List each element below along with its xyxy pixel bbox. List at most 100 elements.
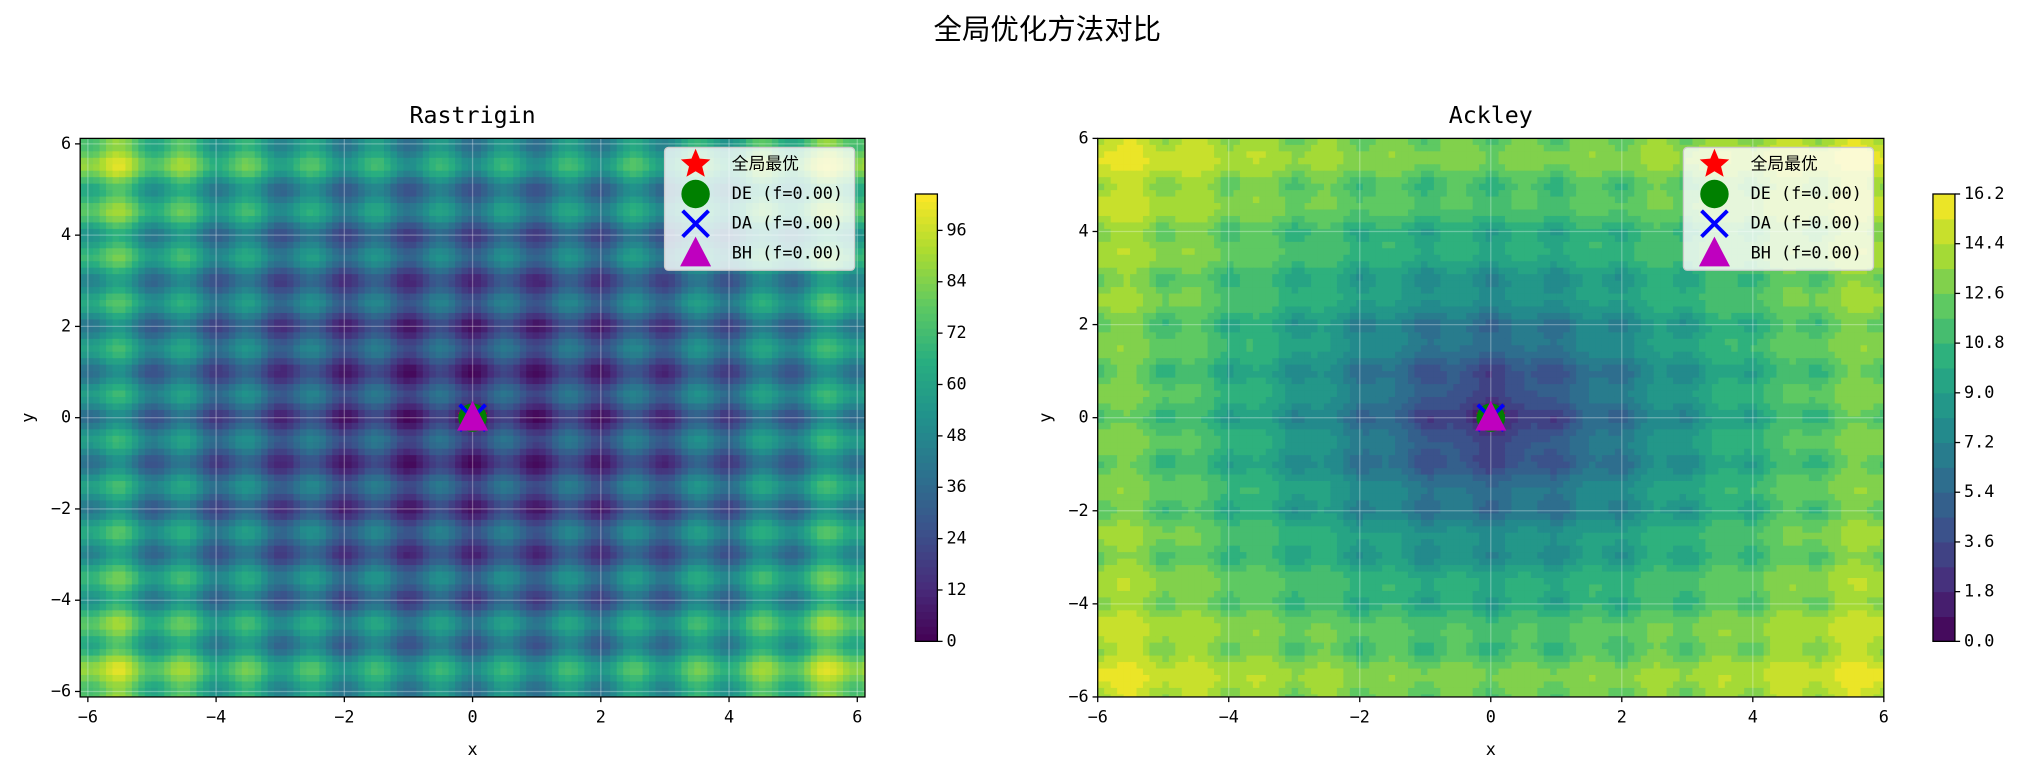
contour-cell (500, 158, 507, 165)
contour-cell (190, 248, 197, 255)
contour-cell (332, 274, 339, 281)
contour-cell (403, 378, 410, 385)
contour-cell (455, 345, 462, 352)
contour-cell (688, 274, 695, 281)
contour-cell (526, 365, 533, 372)
contour-cell (837, 391, 844, 398)
contour-cell (125, 306, 132, 313)
contour-cell (500, 164, 507, 171)
contour-cell (681, 384, 688, 391)
contour-cell (242, 261, 249, 268)
contour-cell (125, 378, 132, 385)
contour-cell (513, 235, 520, 242)
contour-cell (164, 216, 171, 223)
contour-cell (798, 384, 805, 391)
contour-cell (668, 371, 675, 378)
contour-cell (365, 306, 372, 313)
contour-cell (436, 184, 443, 191)
contour-cell (235, 190, 242, 197)
contour-cell (209, 197, 216, 204)
contour-cell (824, 378, 831, 385)
contour-cell (559, 352, 566, 359)
contour-cell (468, 294, 475, 301)
contour-cell (513, 171, 520, 178)
contour-cell (410, 358, 417, 365)
contour-cell (138, 352, 145, 359)
contour-cell (306, 158, 313, 165)
contour-cell (462, 184, 469, 191)
contour-cell (261, 294, 268, 301)
contour-cell (546, 151, 553, 158)
contour-cell (636, 378, 643, 385)
contour-cell (352, 319, 359, 326)
contour-cell (248, 332, 255, 339)
contour-cell (494, 345, 501, 352)
contour-cell (765, 371, 772, 378)
contour-cell (778, 358, 785, 365)
contour-cell (701, 371, 708, 378)
contour-cell (138, 391, 145, 398)
contour-cell (248, 197, 255, 204)
contour-cell (125, 268, 132, 275)
contour-cell (449, 313, 456, 320)
contour-cell (720, 384, 727, 391)
contour-cell (138, 216, 145, 223)
contour-cell (707, 371, 714, 378)
contour-cell (106, 210, 113, 217)
contour-cell (785, 365, 792, 372)
contour-cell (242, 391, 249, 398)
contour-cell (565, 384, 572, 391)
contour-cell (158, 203, 165, 210)
contour-cell (824, 306, 831, 313)
contour-cell (578, 261, 585, 268)
contour-cell (371, 294, 378, 301)
contour-cell (112, 378, 119, 385)
contour-cell (248, 164, 255, 171)
contour-cell (500, 371, 507, 378)
contour-cell (565, 332, 572, 339)
contour-cell (656, 158, 663, 165)
contour-cell (125, 177, 132, 184)
contour-cell (209, 235, 216, 242)
contour-cell (358, 294, 365, 301)
contour-cell (759, 345, 766, 352)
contour-cell (138, 171, 145, 178)
contour-cell (526, 151, 533, 158)
contour-cell (449, 216, 456, 223)
contour-cell (190, 190, 197, 197)
contour-cell (274, 235, 281, 242)
contour-cell (229, 255, 236, 262)
contour-cell (552, 384, 559, 391)
contour-cell (817, 294, 824, 301)
contour-cell (843, 365, 850, 372)
contour-cell (80, 216, 87, 223)
contour-cell (533, 203, 540, 210)
contour-cell (197, 216, 204, 223)
contour-cell (319, 365, 326, 372)
contour-cell (798, 365, 805, 372)
contour-cell (636, 184, 643, 191)
contour-cell (390, 164, 397, 171)
contour-cell (313, 339, 320, 346)
contour-cell (119, 222, 126, 229)
contour-cell (326, 261, 333, 268)
contour-cell (552, 371, 559, 378)
contour-cell (688, 313, 695, 320)
contour-cell (526, 332, 533, 339)
contour-cell (345, 391, 352, 398)
contour-cell (449, 378, 456, 385)
contour-cell (281, 190, 288, 197)
contour-cell (332, 332, 339, 339)
contour-cell (617, 294, 624, 301)
contour-cell (125, 164, 132, 171)
contour-cell (306, 339, 313, 346)
contour-cell (132, 177, 139, 184)
contour-cell (830, 345, 837, 352)
contour-cell (410, 319, 417, 326)
contour-cell (171, 242, 178, 249)
contour-cell (552, 358, 559, 365)
contour-cell (371, 306, 378, 313)
contour-cell (681, 319, 688, 326)
contour-cell (416, 339, 423, 346)
contour-cell (255, 384, 262, 391)
